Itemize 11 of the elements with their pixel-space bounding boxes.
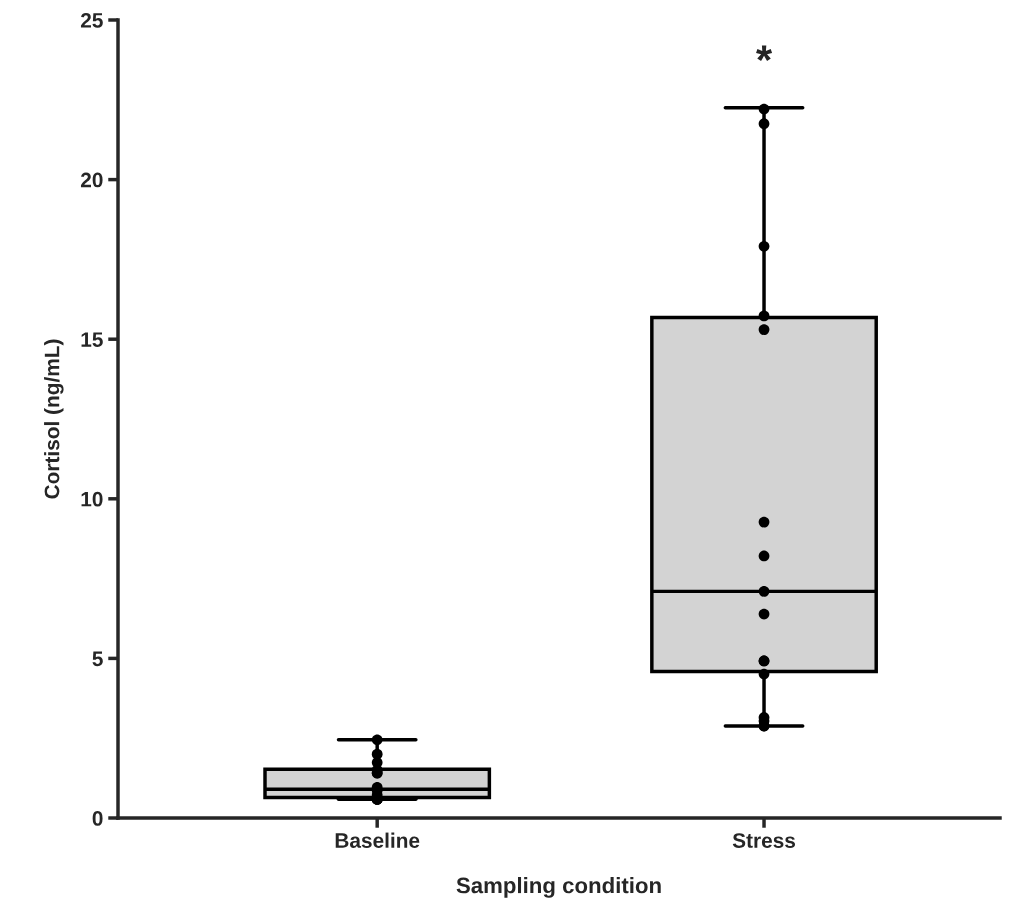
y-tick-label: 25 bbox=[80, 13, 103, 28]
y-tick-label: 15 bbox=[81, 332, 103, 347]
x-tick-label: Stress bbox=[732, 833, 796, 848]
y-tick-label: 20 bbox=[80, 172, 103, 188]
y-tick-label: 10 bbox=[81, 491, 103, 507]
x-tick-label: Baseline bbox=[335, 832, 420, 848]
annotation: * bbox=[756, 45, 773, 61]
y-axis-title: Cortisol (ng/mL) bbox=[44, 339, 64, 499]
y-tick-label: 0 bbox=[92, 811, 103, 826]
y-tick-label: 5 bbox=[92, 651, 103, 667]
x-axis-title: Sampling condition bbox=[456, 877, 661, 898]
